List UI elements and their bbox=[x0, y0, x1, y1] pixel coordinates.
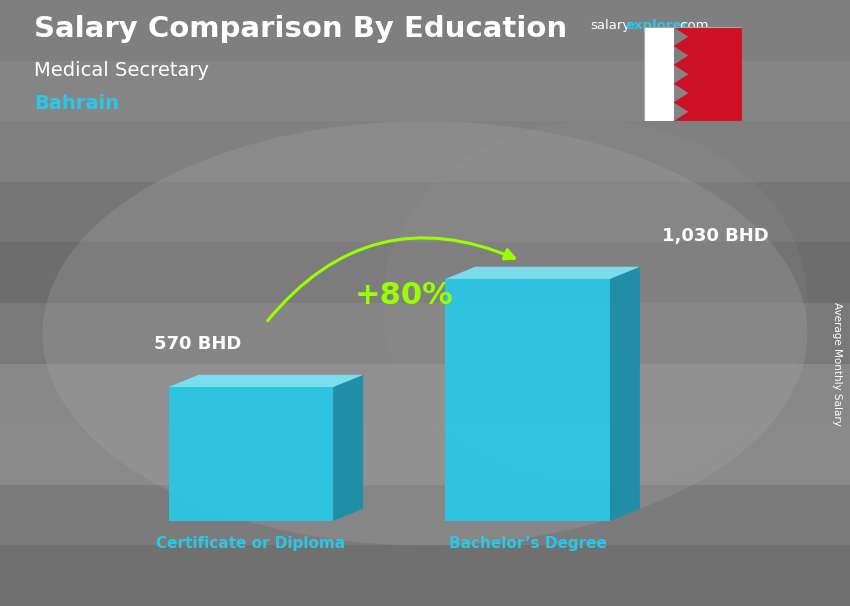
Text: Certificate or Diploma: Certificate or Diploma bbox=[156, 536, 345, 551]
Bar bbox=[0, 121, 850, 182]
Text: Bachelor’s Degree: Bachelor’s Degree bbox=[449, 536, 607, 551]
Polygon shape bbox=[333, 375, 363, 521]
Bar bbox=[0, 61, 850, 121]
Bar bbox=[0, 303, 850, 364]
Bar bbox=[0, 545, 850, 606]
Ellipse shape bbox=[42, 121, 807, 545]
Bar bbox=[0, 182, 850, 242]
Text: salary: salary bbox=[590, 19, 630, 32]
Bar bbox=[0, 364, 850, 424]
Bar bbox=[0, 424, 850, 485]
Text: explorer: explorer bbox=[626, 19, 689, 32]
Ellipse shape bbox=[382, 121, 808, 485]
Bar bbox=[0, 0, 850, 61]
Text: Bahrain: Bahrain bbox=[34, 94, 119, 113]
Bar bbox=[0, 485, 850, 545]
Polygon shape bbox=[445, 267, 640, 279]
Polygon shape bbox=[673, 27, 742, 121]
Polygon shape bbox=[445, 279, 610, 521]
Text: 1,030 BHD: 1,030 BHD bbox=[662, 227, 769, 245]
Text: 570 BHD: 570 BHD bbox=[154, 336, 241, 353]
Polygon shape bbox=[168, 375, 363, 387]
Polygon shape bbox=[168, 387, 333, 521]
Text: Medical Secretary: Medical Secretary bbox=[34, 61, 209, 79]
Bar bbox=[644, 27, 673, 121]
Text: +80%: +80% bbox=[355, 281, 454, 310]
Text: Average Monthly Salary: Average Monthly Salary bbox=[832, 302, 842, 425]
Text: .com: .com bbox=[677, 19, 709, 32]
Text: Salary Comparison By Education: Salary Comparison By Education bbox=[34, 15, 567, 43]
Polygon shape bbox=[610, 267, 640, 521]
Bar bbox=[0, 242, 850, 303]
